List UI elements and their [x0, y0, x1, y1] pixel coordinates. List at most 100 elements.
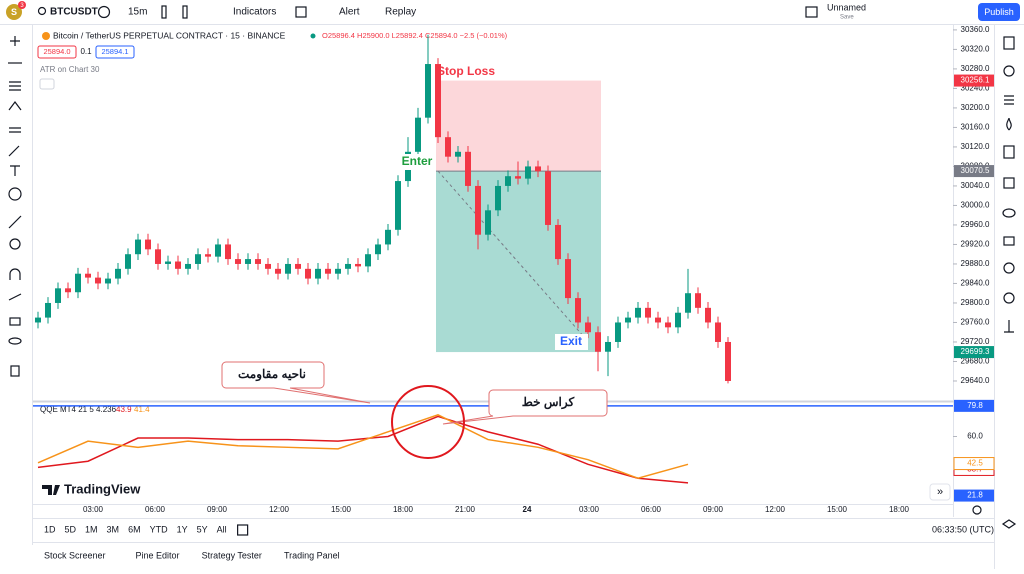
- x-tick-label: 18:00: [393, 505, 414, 514]
- emoji-tool[interactable]: [8, 187, 22, 201]
- news[interactable]: [1003, 177, 1015, 189]
- watchlist[interactable]: [1003, 36, 1015, 50]
- candle-body: [435, 64, 441, 138]
- candle-body: [635, 307, 641, 318]
- alert-button[interactable]: Alert: [339, 7, 360, 18]
- candle-body: [235, 259, 241, 264]
- lock-tool[interactable]: [9, 317, 21, 326]
- layouts[interactable]: [295, 6, 307, 18]
- candle-body: [115, 268, 121, 279]
- range-button[interactable]: All: [217, 524, 227, 534]
- replay-button[interactable]: Replay: [385, 7, 416, 18]
- data-window[interactable]: [1004, 95, 1014, 105]
- candle-body: [705, 307, 711, 323]
- pattern-tool[interactable]: [8, 101, 22, 111]
- brush-tool[interactable]: [8, 145, 20, 157]
- candle-body: [105, 278, 111, 284]
- range-button[interactable]: 1D: [44, 524, 56, 534]
- object-tree[interactable]: [1001, 519, 1017, 529]
- calendar[interactable]: [1003, 145, 1015, 159]
- chats[interactable]: [1003, 236, 1015, 246]
- last-value-label: 42.5: [967, 459, 983, 468]
- y-tick-label: 29720.0: [961, 337, 990, 346]
- brand: TradingView: [64, 481, 141, 496]
- buy-button[interactable]: [95, 45, 135, 59]
- candle-body: [525, 166, 531, 179]
- zoom-tool[interactable]: [9, 238, 21, 250]
- streams[interactable]: [1003, 262, 1015, 274]
- y-tick-label: 30320.0: [961, 45, 990, 54]
- save[interactable]: Save: [840, 15, 854, 21]
- y-tick-label: 30360.0: [961, 25, 990, 34]
- price-tag-label: 30070.5: [961, 166, 990, 175]
- panel-tab[interactable]: Trading Panel: [284, 550, 340, 560]
- range-button[interactable]: 5Y: [197, 524, 208, 534]
- publish-label: Publish: [984, 7, 1014, 17]
- panel-tab[interactable]: Stock Screener: [44, 550, 106, 560]
- avatar[interactable]: [6, 4, 22, 20]
- candle-body: [165, 261, 171, 264]
- candle-body: [55, 288, 61, 303]
- stop-zone: [436, 80, 601, 172]
- candle-body: [45, 302, 51, 318]
- hide-tool[interactable]: [8, 337, 22, 345]
- measure-tool[interactable]: [8, 215, 22, 229]
- badge: [18, 1, 26, 9]
- range-button[interactable]: YTD: [150, 524, 169, 534]
- chart-type[interactable]: [161, 5, 167, 19]
- range-button[interactable]: 5D: [65, 524, 77, 534]
- legend-title: Bitcoin / TetherUS PERPETUAL CONTRACT · …: [53, 30, 286, 40]
- projection-tool[interactable]: [9, 127, 21, 133]
- layout-name[interactable]: Unnamed: [827, 2, 866, 12]
- candle-body: [195, 254, 201, 264]
- publish-button[interactable]: [978, 3, 1020, 21]
- fib-tool[interactable]: [9, 81, 21, 91]
- panel-tab[interactable]: Pine Editor: [136, 550, 180, 560]
- settings[interactable]: [972, 505, 982, 515]
- candle-body: [665, 322, 671, 328]
- notifications[interactable]: [1004, 320, 1014, 333]
- range-button[interactable]: 1M: [85, 524, 98, 534]
- calendar-2[interactable]: [1003, 292, 1015, 304]
- range-button[interactable]: 6M: [128, 524, 141, 534]
- panel-tab[interactable]: Strategy Tester: [202, 550, 262, 560]
- crosshair-tool[interactable]: [10, 36, 20, 46]
- scroll-icon: »: [937, 486, 943, 498]
- price-tag-label: 30256.1: [961, 76, 990, 85]
- stop-label: Stop Loss: [437, 64, 495, 78]
- indicators-button[interactable]: Indicators: [233, 7, 276, 18]
- interval[interactable]: 15m: [128, 7, 147, 18]
- range-button[interactable]: 1Y: [177, 524, 188, 534]
- candle-body: [385, 229, 391, 245]
- sell-button[interactable]: [37, 45, 77, 59]
- x-tick-label: 12:00: [765, 505, 786, 514]
- candle-body: [125, 254, 131, 269]
- range-button[interactable]: 3M: [107, 524, 120, 534]
- y-tick-label: 30120.0: [961, 142, 990, 151]
- x-tick-label: 12:00: [269, 505, 290, 514]
- hotlists[interactable]: [1006, 117, 1012, 131]
- candle-body: [95, 277, 101, 284]
- stay-drawing[interactable]: [8, 293, 22, 301]
- candle-body: [645, 307, 651, 318]
- candle-body: [215, 244, 221, 257]
- add-symbol[interactable]: [97, 5, 111, 19]
- legend-ohlc: O25896.4 H25900.0 L25892.4 C25894.0 −2.5…: [322, 31, 508, 40]
- date-range-icon[interactable]: [237, 524, 249, 536]
- candle-body: [225, 244, 231, 260]
- candle-body: [75, 273, 81, 293]
- collapse-legend[interactable]: [39, 78, 55, 90]
- symbol[interactable]: BTCUSDT: [50, 7, 98, 18]
- indicator-line: [37, 414, 689, 480]
- chart-type-2[interactable]: [182, 5, 188, 19]
- scroll-to-realtime[interactable]: [929, 483, 951, 501]
- candle-body: [685, 293, 691, 313]
- alerts[interactable]: [1003, 65, 1015, 77]
- delete-tool[interactable]: [10, 365, 20, 377]
- layout-icon[interactable]: [805, 6, 818, 18]
- text-tool[interactable]: [10, 165, 20, 176]
- candle-body: [615, 322, 621, 342]
- magnet-tool[interactable]: [9, 268, 21, 280]
- ideas[interactable]: [1002, 208, 1016, 218]
- price-tag: [954, 346, 994, 359]
